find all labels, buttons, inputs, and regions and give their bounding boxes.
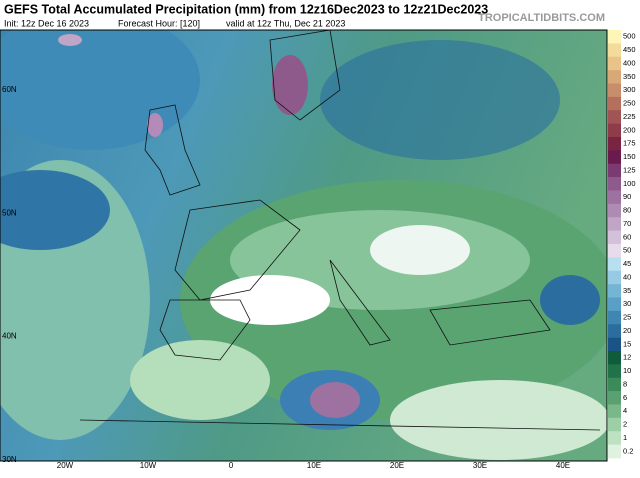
colorbar-label: 500 <box>623 32 636 41</box>
colorbar-label: 60 <box>623 232 631 241</box>
colorbar-label: 6 <box>623 393 627 402</box>
colorbar-swatch <box>608 404 621 419</box>
colorbar-swatch <box>608 70 621 84</box>
colorbar-swatch <box>608 203 621 218</box>
colorbar-label: 200 <box>623 125 636 134</box>
colorbar-label: 2 <box>623 420 627 429</box>
lat-label: 30N <box>2 455 17 464</box>
precip-area <box>320 40 560 160</box>
dry-area <box>210 275 330 325</box>
colorbar-label: 4 <box>623 406 627 415</box>
forecast-hour: Forecast Hour: [120] <box>118 18 200 28</box>
colorbar-label: 100 <box>623 179 636 188</box>
lon-label: 10E <box>307 461 321 470</box>
lat-label: 40N <box>2 332 17 341</box>
precip-max <box>310 382 360 418</box>
colorbar-label: 90 <box>623 192 631 201</box>
colorbar-label: 45 <box>623 259 631 268</box>
colorbar-swatch <box>608 431 621 445</box>
precip-area <box>540 275 600 325</box>
dry-area <box>370 225 470 275</box>
colorbar-label: 80 <box>623 206 631 215</box>
colorbar-swatch <box>608 30 621 44</box>
colorbar-label: 225 <box>623 112 636 121</box>
lon-label: 10W <box>140 461 157 470</box>
lon-label: 30E <box>473 461 487 470</box>
init: Init: 12z Dec 16 2023 <box>4 18 89 28</box>
colorbar-label: 40 <box>623 272 631 281</box>
colorbar-label: 125 <box>623 165 636 174</box>
colorbar-label: 250 <box>623 99 636 108</box>
colorbar-swatch <box>608 324 621 338</box>
colorbar-label: 150 <box>623 152 636 161</box>
colorbar-swatch <box>608 123 621 138</box>
colorbar-label: 350 <box>623 72 636 81</box>
colorbar-swatch <box>608 110 621 124</box>
colorbar-swatch <box>608 417 621 432</box>
lon-label: 20W <box>57 461 74 470</box>
colorbar-label: 0.2 <box>623 446 633 455</box>
axis-labels: 60N 50N 40N 30N 20W 10W 0 10E 20E 30E 40E <box>2 85 570 470</box>
colorbar-label: 10 <box>623 366 631 375</box>
colorbar-label: 175 <box>623 139 636 148</box>
coastline <box>79 30 601 431</box>
colorbar-label: 15 <box>623 339 631 348</box>
colorbar: 5004504003503002502252001751501251009080… <box>608 30 636 459</box>
colorbar-swatch <box>608 96 621 111</box>
precip-max <box>147 113 163 137</box>
colorbar-label: 35 <box>623 286 631 295</box>
colorbar-label: 25 <box>623 313 631 322</box>
title: GEFS Total Accumulated Precipitation (mm… <box>4 2 488 16</box>
colorbar-swatch <box>608 163 621 178</box>
colorbar-swatch <box>608 297 621 312</box>
colorbar-swatch <box>608 391 621 405</box>
land-area <box>130 340 270 420</box>
colorbar-swatch <box>608 351 621 365</box>
lat-label: 50N <box>2 208 17 217</box>
precip-max <box>58 34 82 46</box>
colorbar-label: 400 <box>623 58 636 67</box>
colorbar-swatch <box>608 270 621 285</box>
colorbar-label: 12 <box>623 353 631 362</box>
colorbar-label: 1 <box>623 433 627 442</box>
colorbar-swatch <box>608 230 621 245</box>
colorbar-label: 300 <box>623 85 636 94</box>
colorbar-label: 30 <box>623 299 631 308</box>
valid-time: valid at 12z Thu, Dec 21 2023 <box>226 18 345 28</box>
colorbar-swatch <box>608 337 621 352</box>
colorbar-swatch <box>608 190 621 205</box>
colorbar-swatch <box>608 244 621 258</box>
map <box>0 30 607 461</box>
colorbar-swatch <box>608 257 621 272</box>
map-frame <box>0 29 608 462</box>
colorbar-swatch <box>608 284 621 298</box>
colorbar-label: 20 <box>623 326 631 335</box>
colorbar-label: 8 <box>623 379 627 388</box>
lon-label: 20E <box>390 461 404 470</box>
land-area <box>390 380 607 460</box>
colorbar-swatch <box>608 83 621 98</box>
precip-max <box>272 55 308 115</box>
colorbar-swatch <box>608 137 621 151</box>
colorbar-swatch <box>608 56 621 71</box>
colorbar-label: 70 <box>623 219 631 228</box>
colorbar-swatch <box>608 310 621 325</box>
colorbar-swatch <box>608 177 621 191</box>
colorbar-swatch <box>608 43 621 58</box>
credit: TROPICALTIDBITS.COM <box>478 12 605 24</box>
colorbar-label: 50 <box>623 246 631 255</box>
colorbar-swatch <box>608 150 621 165</box>
lon-label: 0 <box>229 461 234 470</box>
precip-area <box>0 170 110 250</box>
colorbar-label: 450 <box>623 45 636 54</box>
colorbar-swatch <box>608 217 621 231</box>
lon-label: 40E <box>556 461 570 470</box>
colorbar-swatch <box>608 444 621 459</box>
colorbar-swatch <box>608 364 621 379</box>
lat-label: 60N <box>2 85 17 94</box>
colorbar-swatch <box>608 377 621 392</box>
